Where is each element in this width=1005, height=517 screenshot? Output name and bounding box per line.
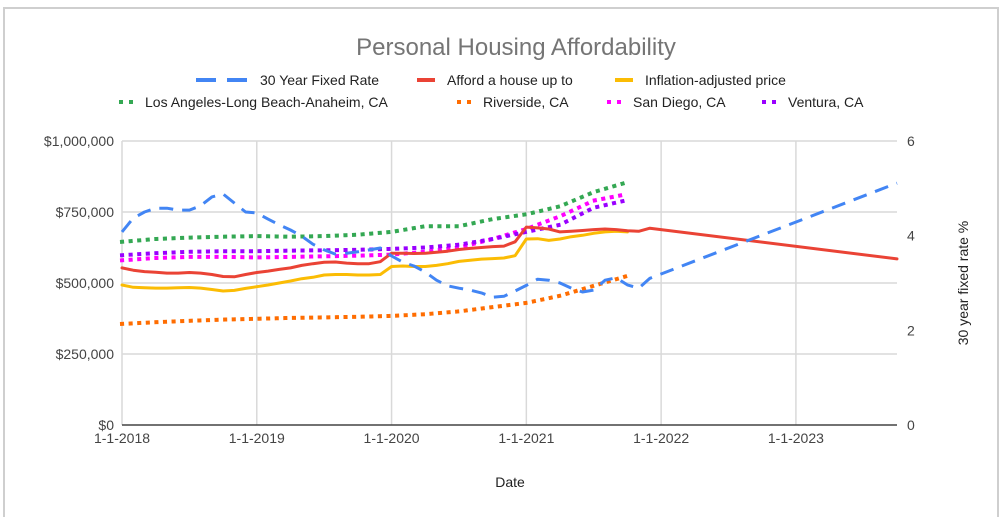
legend-swatch-dot <box>129 100 133 104</box>
legend-swatch-dot <box>772 100 776 104</box>
legend-label: 30 Year Fixed Rate <box>260 72 379 88</box>
legend-swatch-dot <box>457 100 461 104</box>
series-group <box>119 179 899 326</box>
y2-tick-label: 6 <box>907 133 915 149</box>
series-line-los-angeles-long-beach-anaheim-ca <box>119 179 630 244</box>
x-tick-label: 1-1-2023 <box>768 430 824 446</box>
x-axis-title: Date <box>495 474 525 490</box>
series-line-riverside-ca <box>119 273 630 326</box>
legend-swatch-dot <box>119 100 123 104</box>
legend-swatch-dot <box>617 100 621 104</box>
legend-swatch-dot <box>607 100 611 104</box>
y2-axis-title: 30 year fixed rate % <box>955 221 971 346</box>
y-tick-label: $750,000 <box>56 204 115 220</box>
x-tick-label: 1-1-2021 <box>498 430 554 446</box>
y-tick-label: $250,000 <box>56 346 115 362</box>
series-line-san-diego-ca <box>119 191 630 263</box>
legend-label: Riverside, CA <box>483 94 569 110</box>
legend-label: San Diego, CA <box>633 94 726 110</box>
x-tick-label: 1-1-2020 <box>364 430 420 446</box>
chart-title: Personal Housing Affordability <box>356 34 676 61</box>
x-tick-label: 1-1-2019 <box>229 430 285 446</box>
legend-item-los-angeles-long-beach-anaheim-ca[interactable]: Los Angeles-Long Beach-Anaheim, CA <box>119 94 388 110</box>
legend-swatch-dot <box>762 100 766 104</box>
legend-item-ventura-ca[interactable]: Ventura, CA <box>762 94 864 110</box>
y-tick-label: $0 <box>98 417 114 433</box>
legend-item-san-diego-ca[interactable]: San Diego, CA <box>607 94 726 110</box>
legend-label: Los Angeles-Long Beach-Anaheim, CA <box>145 94 388 110</box>
legend-label: Ventura, CA <box>788 94 864 110</box>
series-line-ventura-ca <box>119 197 630 258</box>
legend-label: Afford a house up to <box>447 72 573 88</box>
gridlines <box>121 140 897 425</box>
y2-tick-label: 0 <box>907 417 915 433</box>
axes: $0 $250,000 $500,000 $750,000 $1,000,000 0 2 4 6… <box>44 133 915 446</box>
legend-label: Inflation-adjusted price <box>645 72 786 88</box>
series-line-afford-a-house-up-to <box>120 225 899 279</box>
y-tick-label: $1,000,000 <box>44 133 114 149</box>
x-tick-label: 1-1-2022 <box>633 430 689 446</box>
x-tick-label: 1-1-2018 <box>94 430 150 446</box>
y2-tick-label: 4 <box>907 228 915 244</box>
series-line-inflation-adjusted-price <box>120 229 629 293</box>
y-tick-label: $500,000 <box>56 275 115 291</box>
legend-item-riverside-ca[interactable]: Riverside, CA <box>457 94 569 110</box>
legend-item-inflation-adjusted-price[interactable]: Inflation-adjusted price <box>615 72 786 88</box>
y2-tick-label: 2 <box>907 322 915 338</box>
legend-item-30-year-fixed-rate[interactable]: 30 Year Fixed Rate <box>196 72 379 88</box>
legend-swatch-dot <box>467 100 471 104</box>
series-line-30-year-fixed-rate <box>120 181 898 299</box>
chart-frame <box>3 7 999 517</box>
legend-item-afford-a-house-up-to[interactable]: Afford a house up to <box>417 72 573 88</box>
legend: 30 Year Fixed Rate Afford a house up to In… <box>119 72 864 110</box>
